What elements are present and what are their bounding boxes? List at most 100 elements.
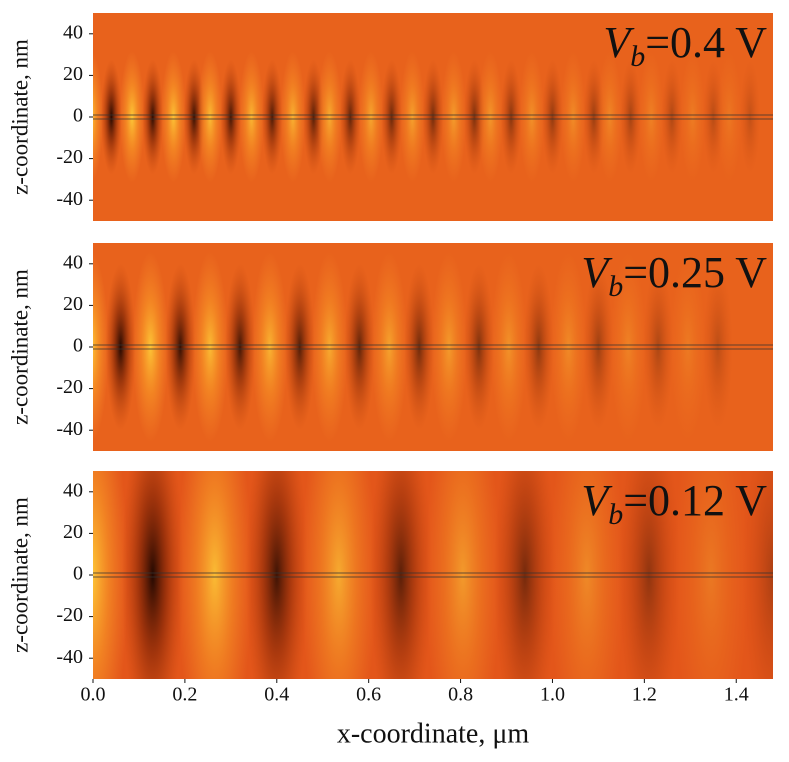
annotation-rest: =0.4 V [645, 18, 767, 67]
dark-fringe [617, 471, 680, 679]
annotation: Vb=0.4 V [603, 18, 767, 73]
y-tick-label: -20 [56, 376, 83, 398]
y-tick-label: 0 [73, 105, 83, 127]
bright-fringe [550, 251, 587, 443]
bright-fringe [425, 471, 501, 679]
bright-fringe [680, 50, 705, 184]
annotation: Vb=0.12 V [581, 476, 767, 531]
bright-fringe [93, 51, 104, 183]
bright-fringe [610, 251, 647, 443]
y-tick-label: 40 [63, 479, 83, 501]
dark-fringe [464, 263, 494, 431]
dark-fringe [225, 263, 255, 431]
dark-fringe [404, 263, 435, 431]
dark-fringe [339, 59, 361, 175]
bright-fringe [441, 50, 467, 184]
bright-fringe [716, 50, 742, 184]
annotation-sub: b [608, 270, 623, 303]
x-tick-label: 1.2 [632, 684, 657, 706]
annotation-sub: b [608, 498, 623, 531]
bright-fringe [638, 50, 664, 184]
y-tick-label: 20 [63, 63, 83, 85]
dark-fringe [739, 59, 761, 175]
bright-fringe [358, 50, 384, 184]
dark-fringe [542, 59, 563, 175]
annotation-rest: =0.12 V [623, 476, 767, 525]
bright-fringe [490, 251, 527, 443]
y-axis-label: z-coordinate, nm [7, 269, 32, 425]
field [93, 50, 761, 184]
dark-fringe [741, 471, 773, 679]
bright-fringe [597, 50, 623, 184]
dark-fringe [121, 471, 184, 679]
dark-fringe [220, 59, 242, 175]
bright-fringe [192, 251, 229, 443]
y-tick-label: 0 [73, 335, 83, 357]
dark-fringe [142, 59, 164, 175]
bright-fringe [93, 471, 128, 679]
annotation-main: V [581, 476, 613, 525]
bright-fringe [119, 50, 145, 184]
bright-fringe [519, 50, 545, 184]
x-tick-label: 0.8 [448, 684, 473, 706]
bright-fringe [132, 251, 169, 443]
x-tick-label: 1.0 [540, 684, 565, 706]
bright-fringe [161, 50, 186, 184]
bright-fringe [311, 251, 348, 443]
bright-fringe [399, 50, 425, 184]
bright-fringe [317, 50, 343, 184]
dark-fringe [500, 59, 522, 175]
dark-fringe [381, 59, 402, 175]
y-tick-label: 40 [63, 251, 83, 273]
annotation-main: V [581, 248, 613, 297]
y-tick-label: 20 [63, 293, 83, 315]
annotation-rest: =0.25 V [623, 248, 767, 297]
bright-fringe [301, 471, 377, 679]
x-tick-label: 0.6 [356, 684, 381, 706]
dark-fringe [493, 471, 556, 679]
dark-fringe [661, 59, 683, 175]
y-axis-label: z-coordinate, nm [7, 497, 32, 653]
dark-fringe [101, 59, 122, 175]
y-axis-label: z-coordinate, nm [7, 39, 32, 195]
bright-fringe [177, 471, 252, 679]
dark-fringe [284, 263, 315, 431]
dark-fringe [369, 471, 432, 679]
bright-fringe [431, 251, 467, 443]
bright-fringe [197, 50, 223, 184]
y-tick-label: -40 [56, 418, 83, 440]
bright-fringe [560, 50, 586, 184]
field [93, 471, 773, 679]
bright-fringe [93, 252, 109, 442]
dark-fringe [583, 263, 614, 431]
dark-fringe [245, 471, 308, 679]
bright-fringe [549, 471, 625, 679]
y-tick-label: -20 [56, 604, 83, 626]
dark-fringe [620, 59, 641, 175]
dark-fringe [105, 263, 136, 431]
dark-fringe [165, 263, 196, 431]
dark-fringe [261, 59, 283, 175]
y-tick-label: 40 [63, 21, 83, 43]
bright-fringe [280, 50, 306, 184]
dark-fringe [422, 59, 444, 175]
field [93, 251, 733, 443]
x-axis-label: x-coordinate, μm [337, 718, 530, 749]
y-tick-label: -40 [56, 188, 83, 210]
y-tick-label: 0 [73, 563, 83, 585]
y-tick-label: -20 [56, 146, 83, 168]
dark-fringe [344, 263, 375, 431]
annotation-main: V [603, 18, 635, 67]
y-tick-label: 20 [63, 521, 83, 543]
bright-fringe [371, 251, 408, 443]
y-tick-label: -40 [56, 646, 83, 668]
dark-fringe [643, 263, 674, 431]
x-tick-label: 0.0 [81, 684, 106, 706]
bright-fringe [478, 50, 503, 184]
bright-fringe [673, 471, 749, 679]
bright-fringe [670, 251, 706, 443]
x-tick-label: 0.4 [264, 684, 289, 706]
dark-fringe [523, 263, 554, 431]
annotation: Vb=0.25 V [581, 248, 767, 303]
